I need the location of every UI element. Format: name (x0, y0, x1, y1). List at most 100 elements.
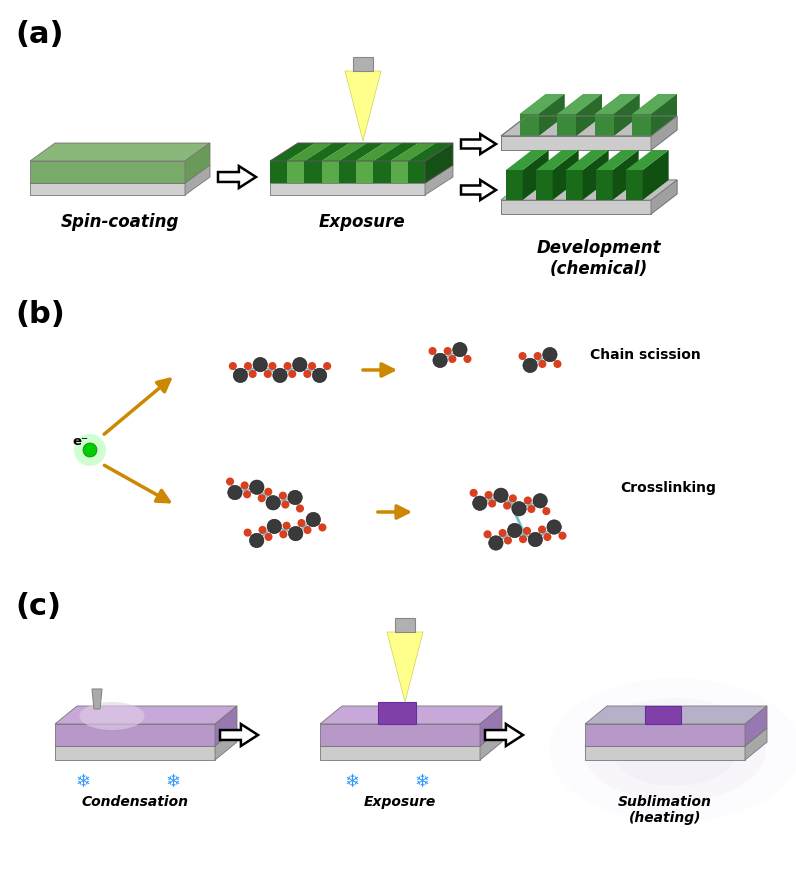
Circle shape (253, 358, 267, 371)
Polygon shape (461, 134, 496, 154)
Text: ❄: ❄ (345, 773, 360, 791)
Circle shape (249, 534, 264, 548)
Circle shape (258, 494, 266, 502)
Text: (c): (c) (15, 592, 61, 621)
Circle shape (263, 370, 271, 378)
Bar (353, 57, 373, 71)
Bar (645, 706, 681, 724)
Polygon shape (520, 94, 564, 114)
Polygon shape (287, 161, 304, 183)
Circle shape (303, 526, 311, 535)
Polygon shape (270, 165, 453, 183)
Polygon shape (270, 183, 425, 195)
Circle shape (281, 501, 290, 508)
Polygon shape (373, 161, 391, 183)
Circle shape (542, 507, 550, 515)
Circle shape (533, 494, 548, 508)
Polygon shape (185, 143, 210, 183)
Circle shape (518, 352, 527, 360)
Text: Crosslinking: Crosslinking (620, 481, 716, 495)
Circle shape (243, 490, 252, 499)
Polygon shape (425, 143, 453, 183)
Polygon shape (55, 724, 215, 746)
Circle shape (489, 535, 503, 550)
Polygon shape (30, 183, 185, 195)
Circle shape (244, 528, 252, 536)
Polygon shape (585, 724, 745, 746)
Ellipse shape (612, 714, 738, 786)
Text: Exposure: Exposure (364, 795, 436, 809)
Polygon shape (613, 150, 638, 200)
Polygon shape (501, 180, 677, 200)
Polygon shape (391, 161, 408, 183)
Bar (378, 702, 416, 724)
Circle shape (83, 443, 97, 457)
Polygon shape (632, 94, 677, 114)
Circle shape (293, 358, 307, 371)
Circle shape (544, 533, 552, 541)
Polygon shape (185, 165, 210, 195)
Polygon shape (539, 94, 564, 136)
Polygon shape (270, 143, 315, 161)
Circle shape (228, 486, 242, 500)
Polygon shape (552, 150, 579, 200)
Polygon shape (485, 724, 523, 746)
Circle shape (453, 343, 467, 357)
Polygon shape (320, 706, 502, 724)
Polygon shape (651, 116, 677, 150)
Circle shape (240, 481, 248, 489)
Circle shape (523, 527, 531, 535)
Circle shape (519, 535, 527, 543)
Polygon shape (651, 180, 677, 214)
Circle shape (312, 368, 327, 383)
Circle shape (470, 489, 478, 497)
Circle shape (279, 530, 287, 538)
Circle shape (273, 368, 287, 383)
Circle shape (538, 360, 546, 368)
Circle shape (306, 513, 321, 527)
Polygon shape (506, 170, 523, 200)
Polygon shape (480, 706, 502, 746)
Polygon shape (596, 170, 613, 200)
Text: Chain scission: Chain scission (590, 348, 700, 362)
Circle shape (483, 530, 492, 538)
Polygon shape (632, 114, 651, 136)
Polygon shape (339, 161, 356, 183)
Circle shape (283, 362, 291, 370)
Polygon shape (501, 200, 651, 214)
Circle shape (74, 434, 106, 466)
Text: (b): (b) (15, 300, 64, 329)
Circle shape (268, 362, 276, 370)
Polygon shape (595, 94, 639, 114)
Circle shape (443, 347, 451, 355)
Polygon shape (585, 746, 745, 760)
Polygon shape (215, 706, 237, 746)
Polygon shape (557, 114, 576, 136)
Circle shape (228, 362, 237, 370)
Polygon shape (632, 94, 677, 114)
Circle shape (488, 500, 496, 508)
Polygon shape (55, 728, 237, 746)
Polygon shape (595, 94, 639, 114)
Circle shape (527, 505, 536, 513)
Polygon shape (320, 728, 502, 746)
Polygon shape (651, 94, 677, 136)
Polygon shape (536, 150, 579, 170)
Text: Sublimation
(heating): Sublimation (heating) (618, 795, 712, 825)
Circle shape (259, 526, 267, 534)
Polygon shape (614, 94, 639, 136)
Circle shape (463, 355, 471, 363)
Ellipse shape (80, 702, 145, 730)
Circle shape (504, 536, 512, 544)
Polygon shape (523, 150, 548, 200)
Polygon shape (320, 746, 480, 760)
Circle shape (509, 494, 517, 502)
Circle shape (323, 362, 331, 370)
Text: ❄: ❄ (76, 773, 91, 791)
Polygon shape (557, 94, 602, 114)
Polygon shape (501, 116, 677, 136)
Circle shape (498, 529, 506, 537)
Polygon shape (632, 114, 651, 136)
Circle shape (267, 519, 282, 534)
Polygon shape (595, 114, 614, 136)
